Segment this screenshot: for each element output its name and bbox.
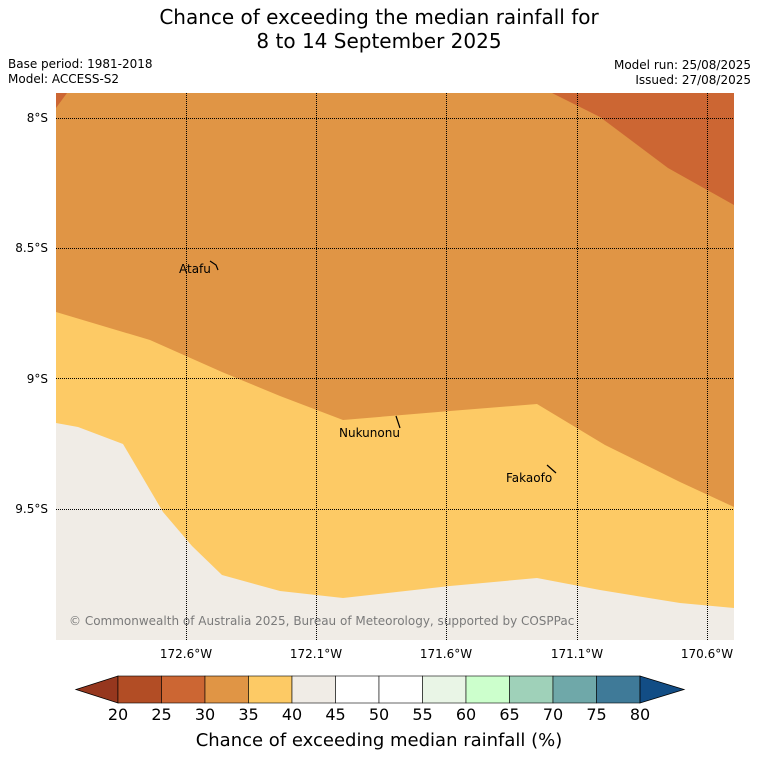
colorbar-segment-30-35 <box>204 675 249 704</box>
lat-label-9-5s: 9.5°S <box>15 502 48 516</box>
colorbar-segment-55-60 <box>422 675 467 704</box>
colorbar-tick-25: 25 <box>151 705 172 724</box>
colorbar-segment-40-45 <box>291 675 336 704</box>
colorbar-tick-45: 45 <box>325 705 346 724</box>
colorbar-over-arrow <box>639 675 686 704</box>
place-fakaofo: Fakaofo <box>506 471 553 485</box>
colorbar-tick-20: 20 <box>107 705 129 724</box>
map-title: Chance of exceeding the median rainfall … <box>0 5 758 53</box>
copyright-notice: © Commonwealth of Australia 2025, Bureau… <box>69 614 575 628</box>
zone-30-35 <box>56 93 734 507</box>
colorbar-segment-75-80 <box>596 675 641 704</box>
lon-label-170-6w: 170.6°W <box>680 647 734 661</box>
nukunonu-marker <box>395 415 401 429</box>
colorbar-segment-65-70 <box>509 675 554 704</box>
colorbar-tick-55: 55 <box>412 705 433 724</box>
fakaofo-marker <box>546 464 557 474</box>
colorbar-segment-20-25 <box>117 675 162 704</box>
model-name: Model: ACCESS-S2 <box>8 72 120 86</box>
atafu-marker <box>209 260 219 271</box>
colorbar <box>74 675 686 704</box>
meta-left: Base period: 1981-2018 Model: ACCESS-S2 <box>8 57 153 87</box>
lon-label-171-1w: 171.1°W <box>550 647 604 661</box>
colorbar-segment-25-30 <box>161 675 206 704</box>
colorbar-tick-75: 75 <box>586 705 607 724</box>
colorbar-tick-80: 80 <box>629 705 651 724</box>
colorbar-segment-45-50 <box>335 675 380 704</box>
lat-label-9s: 9°S <box>26 372 48 386</box>
graticule <box>56 93 734 640</box>
colorbar-under-arrow <box>74 675 119 704</box>
colorbar-segment-50-55 <box>378 675 423 704</box>
zone-25-30-west <box>56 93 67 108</box>
place-atafu: Atafu <box>179 262 211 276</box>
lat-label-8s: 8°S <box>26 111 48 125</box>
base-period: Base period: 1981-2018 <box>8 57 153 71</box>
lat-label-8-5s: 8.5°S <box>15 241 48 255</box>
colorbar-tick-50: 50 <box>368 705 390 724</box>
colorbar-segment-60-65 <box>465 675 510 704</box>
issued-date: Issued: 27/08/2025 <box>635 73 751 87</box>
zone-25-30-northeast <box>552 93 734 205</box>
colorbar-tick-35: 35 <box>238 705 259 724</box>
colorbar-tick-60: 60 <box>455 705 477 724</box>
title-line-2: 8 to 14 September 2025 <box>256 29 502 53</box>
colorbar-tick-70: 70 <box>542 705 564 724</box>
lon-label-172-1w: 172.1°W <box>289 647 343 661</box>
colorbar-title: Chance of exceeding median rainfall (%) <box>195 730 563 751</box>
meta-right: Model run: 25/08/2025 Issued: 27/08/2025 <box>614 58 751 88</box>
colorbar-tick-30: 30 <box>194 705 216 724</box>
place-nukunonu: Nukunonu <box>339 426 400 440</box>
colorbar-segment-35-40 <box>248 675 293 704</box>
lon-label-172-6w: 172.6°W <box>159 647 213 661</box>
colorbar-segment-70-75 <box>552 675 597 704</box>
title-line-1: Chance of exceeding the median rainfall … <box>159 5 599 29</box>
model-run: Model run: 25/08/2025 <box>613 58 751 72</box>
colorbar-tick-40: 40 <box>281 705 303 724</box>
lon-label-171-6w: 171.6°W <box>419 647 473 661</box>
colorbar-tick-65: 65 <box>499 705 520 724</box>
